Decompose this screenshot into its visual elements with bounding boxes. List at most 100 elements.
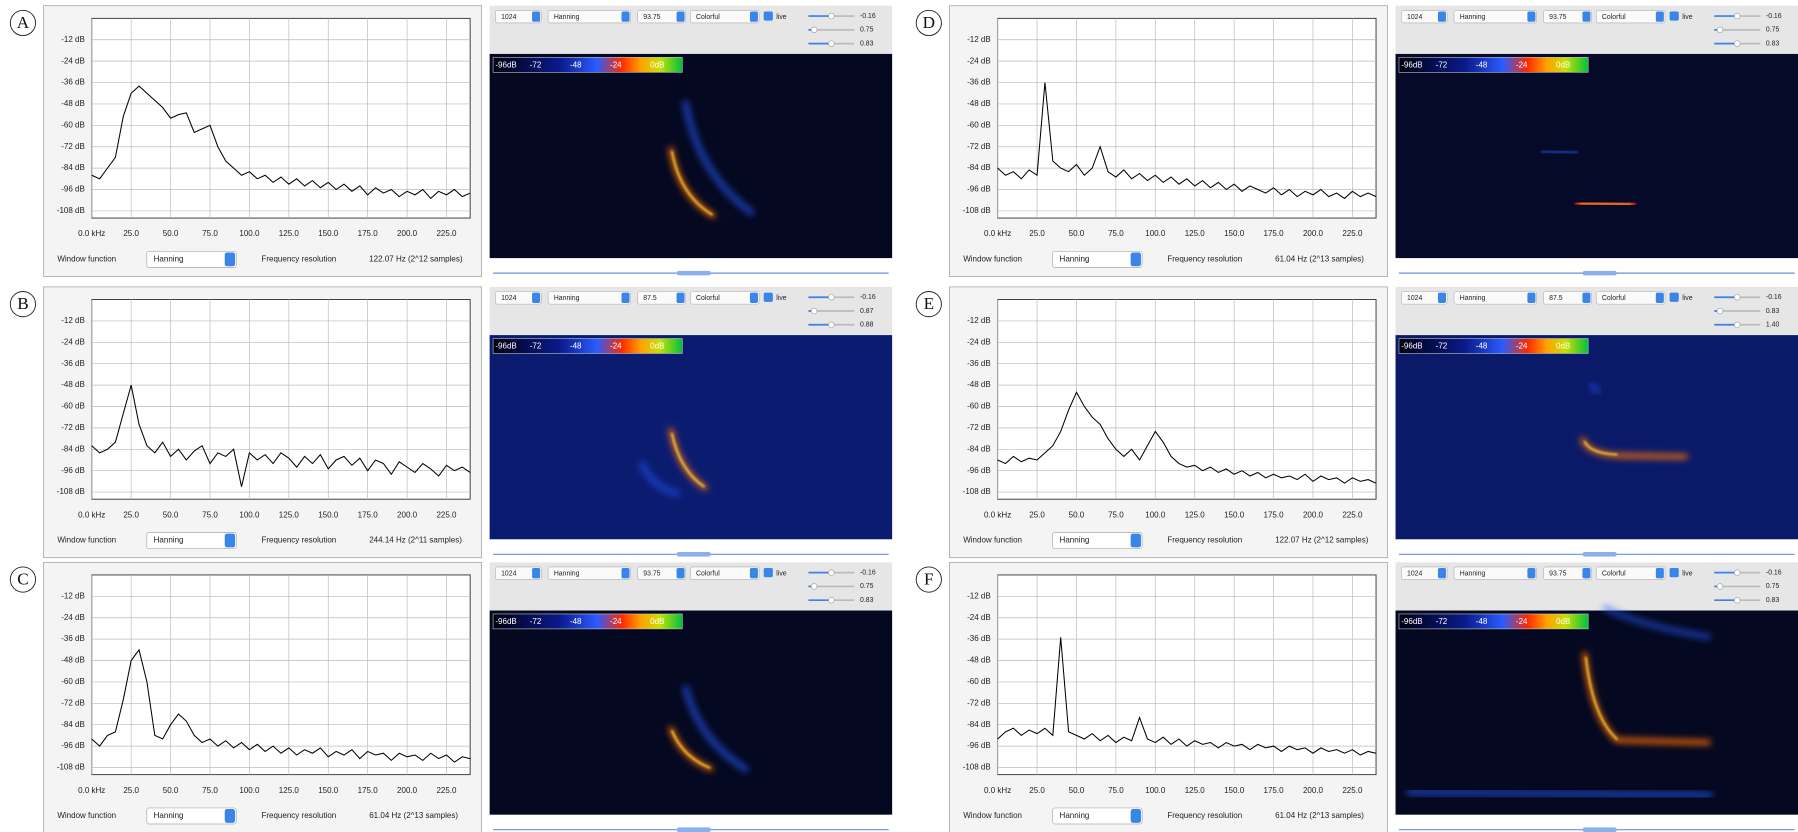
scroll-thumb[interactable]: [1582, 551, 1617, 557]
slider-knob[interactable]: [828, 40, 835, 47]
toolbar-select[interactable]: [495, 291, 542, 305]
y-tick-label: -24 dB: [967, 56, 991, 65]
slider-knob[interactable]: [1734, 12, 1741, 20]
window-select[interactable]: [1052, 807, 1143, 825]
slider-knob[interactable]: [1716, 26, 1724, 33]
x-tick-label: 50.0: [163, 229, 179, 238]
slider-knob[interactable]: [1734, 597, 1741, 604]
x-tick-label: 150.0: [1224, 229, 1245, 238]
slider-value: 1.40: [1766, 322, 1780, 329]
window-select[interactable]: [146, 250, 237, 268]
spectrogram-trace: [1405, 787, 1714, 800]
toolbar-select[interactable]: [495, 566, 542, 580]
slider-value: 0.75: [1766, 583, 1780, 590]
toolbar-select[interactable]: [1400, 10, 1448, 24]
panel-letter: E: [924, 294, 934, 313]
panel: A -12 dB -24 dB -36 dB -48 dB -60 dB -72 dB -84…: [9, 5, 893, 277]
panel-letter-circle: [9, 566, 37, 593]
y-tick-label: -36 dB: [61, 634, 85, 643]
panel-letter: D: [923, 13, 935, 32]
scroll-thumb[interactable]: [676, 827, 711, 832]
toolbar-select[interactable]: [1543, 566, 1592, 580]
toolbar-select[interactable]: [1400, 566, 1448, 580]
live-checkbox[interactable]: [1669, 11, 1679, 21]
toolbar-select[interactable]: [637, 10, 687, 24]
frequency-resolution-value: 244.14 Hz (2^11 samples): [369, 536, 462, 545]
toolbar-select[interactable]: [1543, 291, 1592, 305]
toolbar-select[interactable]: [1595, 291, 1666, 305]
colorbar-label: 0dB: [650, 342, 664, 351]
window-function-label: Window function: [57, 811, 116, 820]
window-select[interactable]: [1052, 250, 1143, 268]
x-tick-label: 100.0: [1145, 786, 1166, 795]
toolbar-select[interactable]: [495, 10, 542, 24]
y-tick-label: -84 dB: [61, 163, 85, 172]
toolbar-select[interactable]: [1595, 566, 1666, 580]
plot-area: [91, 574, 471, 776]
y-tick-label: -24 dB: [967, 613, 991, 622]
window-select[interactable]: [1052, 532, 1143, 549]
toolbar-select-value: Colorful: [1602, 14, 1626, 21]
toolbar-select[interactable]: [690, 566, 760, 580]
scroll-thumb[interactable]: [1582, 270, 1617, 276]
spectrum-line: [997, 637, 1377, 756]
live-checkbox[interactable]: [763, 11, 773, 21]
toolbar-select-value: Hanning: [554, 14, 580, 21]
toolbar-select-value: Hanning: [554, 295, 580, 302]
window-function-label: Window function: [963, 254, 1022, 263]
select-arrow: [676, 568, 685, 579]
y-tick-label: -108 dB: [57, 763, 85, 772]
live-checkbox[interactable]: [763, 292, 773, 302]
toolbar-select[interactable]: [637, 566, 687, 580]
toolbar-select[interactable]: [547, 291, 631, 305]
spectrum-line: [997, 82, 1377, 200]
scroll-thumb[interactable]: [676, 551, 711, 557]
scroll-thumb[interactable]: [676, 270, 711, 276]
window-select[interactable]: [146, 532, 237, 549]
toolbar-select[interactable]: [547, 566, 631, 580]
window-function-label: Window function: [57, 536, 116, 545]
slider-knob[interactable]: [828, 569, 835, 576]
slider-knob[interactable]: [828, 12, 835, 20]
slider-knob[interactable]: [811, 26, 818, 33]
toolbar-select[interactable]: [690, 291, 760, 305]
slider-knob[interactable]: [828, 294, 835, 301]
slider-knob[interactable]: [1716, 583, 1724, 590]
slider-value: 0.75: [1766, 27, 1780, 34]
toolbar-select[interactable]: [1543, 10, 1592, 24]
colorbar-label: -96dB: [495, 617, 516, 626]
slider-knob[interactable]: [811, 307, 818, 315]
slider-knob[interactable]: [1734, 40, 1741, 47]
colorbar-label: -72: [1436, 617, 1448, 626]
slider-knob[interactable]: [1734, 294, 1741, 301]
toolbar-select[interactable]: [1400, 291, 1448, 305]
live-checkbox[interactable]: [1669, 292, 1679, 302]
slider-knob[interactable]: [1734, 321, 1741, 328]
x-tick-label: 225.0: [1342, 510, 1363, 519]
toolbar-select[interactable]: [1453, 291, 1537, 305]
slider-knob[interactable]: [811, 583, 818, 590]
select-arrow: [1655, 568, 1664, 579]
toolbar-select[interactable]: [637, 291, 687, 305]
toolbar-select[interactable]: [1453, 10, 1537, 24]
scroll-thumb[interactable]: [1582, 827, 1617, 832]
slider-knob[interactable]: [1734, 569, 1741, 576]
toolbar-select[interactable]: [547, 10, 631, 24]
toolbar-select-value: Hanning: [554, 571, 580, 578]
live-checkbox[interactable]: [1669, 568, 1679, 578]
colorbar: [1398, 613, 1589, 630]
x-tick-label: 225.0: [436, 510, 457, 519]
toolbar-select[interactable]: [690, 10, 760, 24]
slider-knob[interactable]: [828, 321, 835, 328]
slider-knob[interactable]: [828, 597, 835, 604]
live-checkbox[interactable]: [763, 568, 773, 578]
spectrum-line: [997, 391, 1377, 484]
window-select[interactable]: [146, 807, 237, 825]
toolbar-select[interactable]: [1453, 566, 1537, 580]
x-tick-label: 225.0: [1342, 786, 1363, 795]
slider-knob[interactable]: [1716, 307, 1724, 315]
select-arrow: [224, 533, 236, 548]
toolbar-select[interactable]: [1595, 10, 1666, 24]
